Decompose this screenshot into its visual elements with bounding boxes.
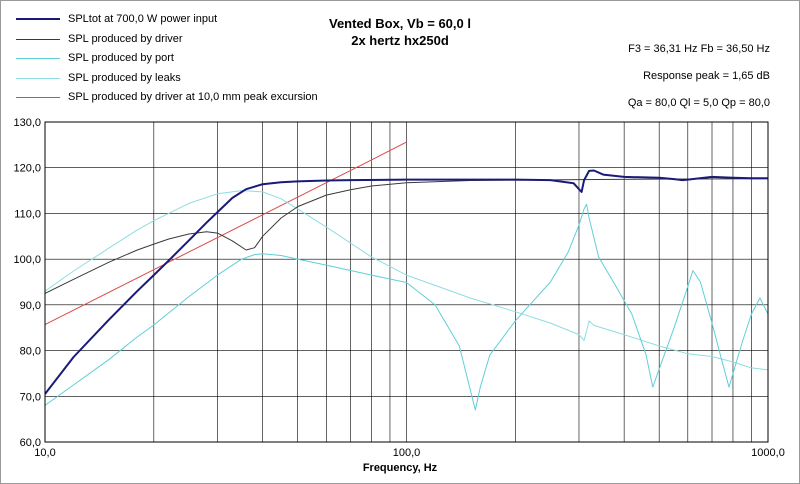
y-tick-label: 100,0 (13, 254, 41, 266)
legend-label-leaks: SPL produced by leaks (68, 71, 181, 84)
x-tick-label: 10,0 (34, 447, 55, 459)
legend-swatch-driver (16, 38, 60, 40)
legend: SPLtot at 700,0 W power input SPL produc… (16, 10, 318, 108)
series-leaks-line (45, 190, 768, 371)
legend-swatch-port (16, 58, 60, 59)
y-tick-label: 120,0 (13, 163, 41, 175)
legend-item-excursion: SPL produced by driver at 10,0 mm peak e… (16, 88, 318, 108)
info-q-values: Qa = 80,0 Ql = 5,0 Qp = 80,0 (627, 97, 770, 109)
y-tick-label: 110,0 (14, 208, 41, 220)
legend-swatch-excursion (16, 97, 60, 98)
y-tick-label: 60,0 (20, 437, 41, 449)
y-tick-label: 70,0 (20, 391, 41, 403)
chart-title: Vented Box, Vb = 60,0 l (329, 16, 471, 31)
series-spltot-line (45, 169, 768, 395)
plot-border (44, 121, 769, 443)
legend-label-driver: SPL produced by driver (68, 32, 183, 45)
legend-label-port: SPL produced by port (68, 52, 174, 64)
x-axis-label: Frequency, Hz (362, 462, 438, 474)
legend-label-excursion: SPL produced by driver at 10,0 mm peak e… (68, 91, 318, 103)
info-response-peak: Response peak = 1,65 dB (643, 70, 770, 82)
series-excursion-line (45, 141, 407, 325)
legend-item-spltot: SPLtot at 700,0 W power input (16, 10, 318, 30)
x-tick-label: 100,0 (393, 447, 421, 459)
chart-subtitle: 2x hertz hx250d (351, 33, 449, 48)
y-tick-label: 90,0 (20, 300, 41, 312)
y-tick-label: 130,0 (13, 117, 41, 129)
y-tick-label: 80,0 (20, 346, 41, 358)
legend-item-leaks: SPL produced by leaks (16, 69, 318, 89)
legend-item-port: SPL produced by port (16, 49, 318, 69)
legend-swatch-spltot (16, 18, 60, 20)
legend-label-spltot: SPLtot at 700,0 W power input (68, 13, 218, 25)
x-tick-label: 1000,0 (751, 447, 785, 459)
info-f3-fb: F3 = 36,31 Hz Fb = 36,50 Hz (628, 43, 770, 55)
series-port-line (45, 203, 768, 411)
legend-swatch-leaks (16, 77, 60, 79)
legend-item-driver: SPL produced by driver (16, 30, 318, 50)
